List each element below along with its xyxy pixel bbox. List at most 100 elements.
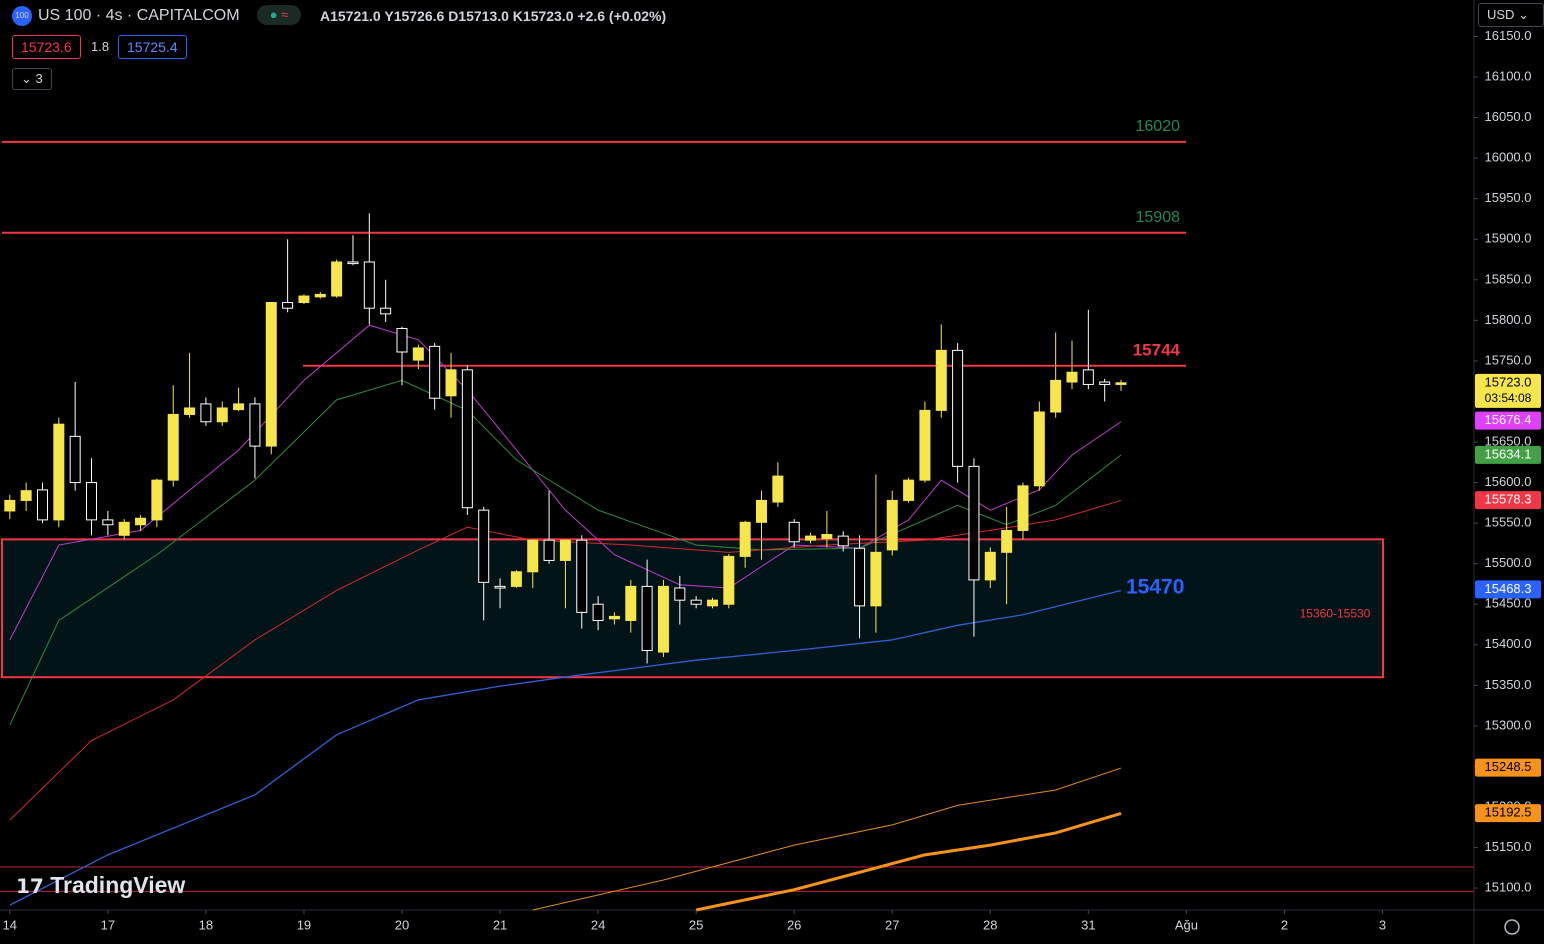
candle-body — [1099, 381, 1111, 385]
candle-body — [478, 509, 490, 583]
candle-body — [608, 615, 620, 620]
candle-body — [805, 535, 817, 541]
x-tick-label: 14 — [3, 917, 17, 932]
candle-body — [543, 539, 555, 561]
price-badge-label: 15578.3 — [1485, 492, 1532, 507]
candle-body — [870, 551, 882, 607]
y-tick-label: 15850.0 — [1485, 271, 1532, 286]
candle-body — [184, 407, 196, 415]
candle-body — [641, 585, 653, 651]
x-tick-label: Ağu — [1175, 917, 1198, 932]
candle-body — [1033, 411, 1045, 487]
candle-body — [837, 535, 849, 547]
brand-name: TradingView — [50, 872, 186, 898]
candle-body — [510, 571, 522, 587]
ohlc: A15721.0 Y15726.6 D15713.0 K15723.0 +2.6… — [320, 8, 667, 24]
countdown: 03:54:08 — [1485, 391, 1532, 405]
candle-body — [984, 551, 996, 581]
ma-line — [695, 812, 1122, 912]
y-tick-label: 15900.0 — [1485, 231, 1532, 246]
status: ● ≈ — [257, 5, 301, 25]
currency: USD — [1487, 7, 1515, 22]
x-tick-label: 25 — [689, 917, 703, 932]
candle-body — [102, 519, 114, 526]
candle-body — [249, 403, 261, 447]
candle-body — [363, 261, 375, 309]
symbol[interactable]: US 100 · 4s · CAPITALCOM — [38, 7, 240, 24]
candle-body — [396, 327, 408, 353]
candle-body — [1082, 369, 1094, 385]
candle-body — [118, 521, 130, 536]
x-tick-label: 24 — [591, 917, 605, 932]
x-tick-label: 17 — [101, 917, 115, 932]
candle-body — [1115, 382, 1127, 385]
x-tick-label: 31 — [1081, 917, 1095, 932]
y-tick-label: 16000.0 — [1485, 150, 1532, 165]
candle-body — [592, 603, 604, 621]
indicators-toggle[interactable]: ⌄ 3 — [12, 68, 52, 90]
candle-body — [772, 475, 784, 503]
sell-price[interactable]: 15723.6 — [12, 35, 81, 59]
candle-body — [1017, 485, 1029, 531]
price-badge-label: 15676.4 — [1485, 412, 1532, 427]
y-tick-label: 15400.0 — [1485, 636, 1532, 651]
settings-icon[interactable] — [1504, 919, 1520, 935]
candle-body — [576, 539, 588, 613]
buy-price[interactable]: 15725.4 — [118, 35, 187, 59]
candle-body — [347, 261, 359, 265]
level-label: 15908 — [1136, 209, 1181, 226]
candle-body — [723, 555, 735, 605]
candle-body — [53, 423, 65, 521]
brand: 𝟭𝟳 TradingView — [16, 872, 186, 898]
y-tick-label: 15650.0 — [1485, 433, 1532, 448]
candle-body — [36, 489, 48, 521]
y-tick-label: 15800.0 — [1485, 312, 1532, 327]
candle-body — [331, 261, 343, 297]
candle-body — [886, 499, 898, 551]
candle-body — [461, 369, 473, 509]
price-badge-label: 15634.1 — [1485, 446, 1532, 461]
candle-body — [135, 517, 147, 526]
price-badge-label: 15468.3 — [1485, 581, 1532, 596]
price-badge — [1475, 411, 1541, 430]
y-tick-label: 15100.0 — [1485, 880, 1532, 895]
level-label: 15744 — [1133, 340, 1181, 359]
candle-body — [706, 599, 718, 607]
candle-body — [1050, 379, 1062, 413]
candle-body — [935, 349, 947, 411]
candle-body — [445, 369, 457, 397]
x-tick-label: 18 — [199, 917, 213, 932]
y-tick-label: 16150.0 — [1485, 28, 1532, 43]
candle-body — [968, 465, 980, 581]
level-label: 16020 — [1136, 118, 1181, 135]
candle-body — [821, 533, 833, 540]
candle-body — [412, 347, 424, 361]
candle-body — [20, 490, 32, 501]
candle-body — [952, 349, 964, 467]
y-tick-label: 15600.0 — [1485, 474, 1532, 489]
y-tick-label: 15950.0 — [1485, 190, 1532, 205]
price-badge-label: 15248.5 — [1485, 759, 1532, 774]
price-badge — [1475, 373, 1541, 408]
annotation: 15470 — [1126, 576, 1184, 599]
y-tick-label: 15450.0 — [1485, 596, 1532, 611]
price-badge — [1475, 758, 1541, 777]
x-tick-label: 26 — [787, 917, 801, 932]
candle-body — [919, 409, 931, 481]
candle-body — [657, 585, 669, 653]
candle-body — [69, 435, 81, 484]
currency-select[interactable]: USD ⌄ — [1478, 3, 1544, 27]
y-tick-label: 15750.0 — [1485, 352, 1532, 367]
candle-body — [314, 293, 326, 298]
ma-line — [9, 589, 1122, 906]
candle-body — [527, 539, 539, 573]
y-tick-label: 16100.0 — [1485, 68, 1532, 83]
x-tick-label: 27 — [885, 917, 899, 932]
candle-body — [151, 479, 163, 521]
x-tick-label: 20 — [395, 917, 409, 932]
candle-body — [690, 599, 702, 605]
symbol-icon: 100 — [12, 6, 32, 26]
x-tick-label: 19 — [297, 917, 311, 932]
